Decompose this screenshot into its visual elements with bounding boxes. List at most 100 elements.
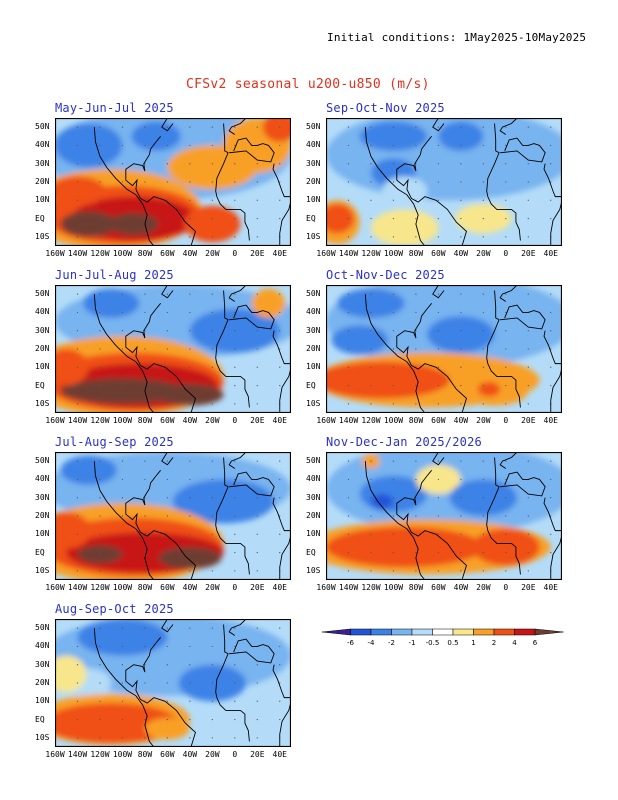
grid-dot <box>370 366 372 368</box>
grid-dot <box>460 366 462 368</box>
grid-dot <box>234 460 236 462</box>
anomaly-region <box>173 479 275 524</box>
grid-dot <box>189 533 191 535</box>
grid-dot <box>347 460 350 462</box>
grid-dot <box>437 403 439 405</box>
grid-dot <box>279 682 281 684</box>
grid-dot <box>166 515 168 517</box>
grid-dot <box>99 181 101 183</box>
lat-label: EQ <box>35 547 45 557</box>
grid-dot <box>76 497 79 499</box>
grid-dot <box>121 515 124 517</box>
grid-dot <box>99 330 101 332</box>
grid-dot <box>482 217 484 220</box>
lat-label: 10S <box>306 398 321 408</box>
grid-dot <box>234 126 236 128</box>
grid-dot <box>99 403 101 405</box>
grid-dot <box>482 384 484 387</box>
grid-dot <box>527 199 529 201</box>
grid-dot <box>347 384 350 387</box>
anomaly-region <box>370 209 439 246</box>
grid-dot <box>482 551 484 554</box>
lat-label: 30N <box>35 492 50 502</box>
grid-dot <box>189 718 191 721</box>
lat-label: 40N <box>306 140 321 150</box>
grid-dot <box>166 700 168 702</box>
grid-dot <box>460 460 462 462</box>
grid-dot <box>279 718 281 721</box>
grid-dot <box>211 384 213 387</box>
grid-dot <box>392 515 395 517</box>
grid-dot <box>166 497 168 499</box>
grid-dot <box>234 217 236 220</box>
grid-dot <box>234 293 236 295</box>
grid-dot <box>505 126 507 128</box>
grid-dot <box>189 236 191 238</box>
lat-label: 30N <box>306 492 321 502</box>
panel-title: Sep-Oct-Nov 2025 <box>326 101 445 115</box>
grid-dot <box>437 311 439 314</box>
coastline <box>125 470 196 580</box>
grid-dot <box>189 551 191 554</box>
grid-dot <box>415 236 417 238</box>
anomaly-region <box>382 176 428 206</box>
grid-dot <box>370 217 372 220</box>
main-title: CFSv2 seasonal u200-u850 (m/s) <box>186 77 430 92</box>
grid-dot <box>76 737 79 739</box>
lon-label: 40E <box>272 750 287 759</box>
grid-dot <box>256 366 258 368</box>
grid-dot <box>370 126 372 128</box>
lon-label: 40W <box>182 249 198 258</box>
colorbar-tick-label: 0.5 <box>447 639 458 647</box>
grid-dot <box>527 403 529 405</box>
grid-dot <box>234 366 236 368</box>
grid-dot <box>99 460 101 462</box>
colorbar-tick-label: -0.5 <box>426 639 440 647</box>
grid-dot <box>460 236 462 238</box>
coastline <box>499 285 518 302</box>
colorbar-tick-label: 2 <box>492 639 496 647</box>
grid-dot <box>527 293 529 295</box>
grid-dot <box>144 460 146 462</box>
lon-label: 100W <box>112 416 133 425</box>
lat-label: 50N <box>306 122 321 132</box>
grid-dot <box>121 497 124 499</box>
lat-label: 10S <box>35 398 50 408</box>
grid-dot <box>211 515 213 517</box>
grid-dot <box>370 478 372 481</box>
lon-label: 140W <box>338 249 359 258</box>
lon-label: 40E <box>272 583 287 592</box>
grid-dot <box>211 570 213 572</box>
grid-dot <box>415 551 417 554</box>
grid-dot <box>415 497 417 499</box>
map-panel-son <box>326 118 562 246</box>
grid-dot <box>234 311 236 314</box>
colorbar-tick-label: 1 <box>471 639 475 647</box>
grid-dot <box>370 311 372 314</box>
grid-dot <box>482 570 484 572</box>
grid-dot <box>234 199 236 201</box>
coastline <box>228 619 247 636</box>
grid-dot <box>121 551 124 554</box>
grid-dot <box>370 533 372 535</box>
grid-dot <box>166 570 168 572</box>
grid-dot <box>256 384 258 387</box>
grid-dot <box>279 551 281 554</box>
grid-dot <box>505 478 507 481</box>
lon-label: 120W <box>90 583 110 592</box>
panel-title: Oct-Nov-Dec 2025 <box>326 268 445 282</box>
grid-dot <box>279 366 281 368</box>
grid-dot <box>256 348 258 350</box>
grid-dot <box>256 330 258 332</box>
grid-dot <box>211 217 213 220</box>
grid-dot <box>279 478 281 481</box>
lat-label: 30N <box>35 158 50 168</box>
grid-dot <box>505 348 507 350</box>
grid-dot <box>166 217 168 220</box>
grid-dot <box>121 737 124 739</box>
lon-label: 20E <box>521 583 536 592</box>
grid-dot <box>460 293 462 295</box>
grid-dot <box>392 144 395 147</box>
lon-label: 20W <box>205 249 220 258</box>
grid-dot <box>347 515 350 517</box>
